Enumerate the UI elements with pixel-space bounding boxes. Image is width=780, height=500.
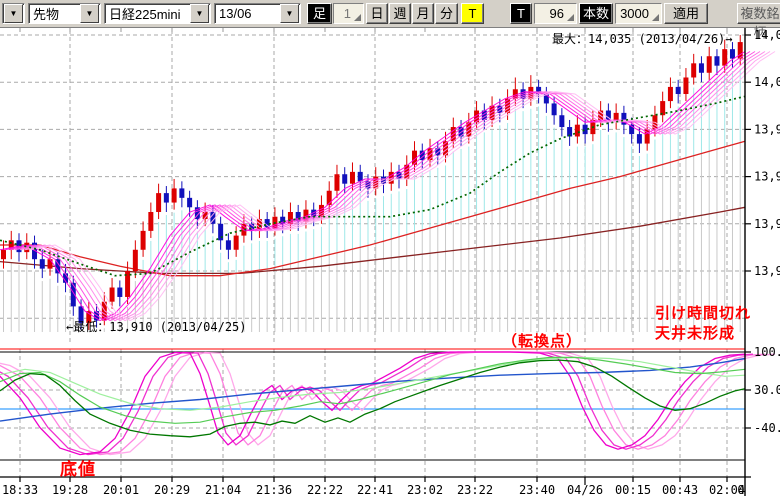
svg-text:02:04: 02:04 [709,483,745,497]
bottom-price-annotation: 底値 [60,460,96,479]
svg-text:0: 0 [737,483,744,497]
svg-text:20:29: 20:29 [154,483,190,497]
svg-text:18:33: 18:33 [2,483,38,497]
turning-point-annotation: （転換点） [502,333,583,350]
close-note-line2: 天井未形成 [655,325,736,342]
svg-text:23:22: 23:22 [457,483,493,497]
apply-button[interactable]: 適用 [664,3,708,24]
svg-text:30.00: 30.00 [754,383,780,397]
svg-text:13,955: 13,955 [754,217,780,231]
contract-month-value: 13/06 [219,6,252,21]
spinner-grip-icon[interactable] [567,13,574,21]
bar-count-spinner[interactable]: 3000 [615,3,662,24]
svg-text:00:43: 00:43 [662,483,698,497]
svg-text:21:36: 21:36 [256,483,292,497]
bar-count-label: 本数 [579,3,613,24]
svg-text:04/26: 04/26 [567,483,603,497]
min-price-annotation: ←最低：13,910 (2013/04/25) [66,320,247,334]
svg-text:22:22: 22:22 [307,483,343,497]
ashi-interval-spinner[interactable]: 1 [333,3,364,24]
chevron-down-icon[interactable]: ▼ [190,4,209,23]
period-day-button[interactable]: 日 [366,3,388,24]
tick-chart-button[interactable]: T [461,3,484,24]
toolbar: ▼ 先物 ▼ 日経225mini ▼ 13/06 ▼ 足 1 日 週 月 分 T… [0,0,780,40]
ashi-interval-value: 1 [343,6,351,21]
chevron-down-icon[interactable]: ▼ [80,4,99,23]
period-month-button[interactable]: 月 [412,3,434,24]
svg-text:13,995: 13,995 [754,122,780,136]
period-week-button[interactable]: 週 [389,3,411,24]
svg-text:21:04: 21:04 [205,483,241,497]
spinner-grip-icon[interactable] [354,13,361,21]
contract-month-combo[interactable]: 13/06 ▼ [214,3,301,24]
period-minute-button[interactable]: 分 [435,3,458,24]
svg-text:14,035: 14,035 [754,28,780,42]
instrument-type-combo[interactable]: 先物 ▼ [28,3,101,24]
tick-count-spinner[interactable]: 96 [534,3,577,24]
svg-text:22:41: 22:41 [357,483,393,497]
price-chart-canvas[interactable]: 14,035 14,015 13,995 13,975 13,955 13,935 100.… [0,28,780,500]
multi-symbol-button[interactable]: 複数銘柄 [737,3,780,40]
history-combo[interactable]: ▼ [2,3,25,24]
tick-count-value: 96 [549,6,564,21]
svg-text:00:15: 00:15 [615,483,651,497]
svg-text:14,015: 14,015 [754,75,780,89]
svg-text:100.00: 100.00 [754,345,780,359]
t-label: T [510,3,532,24]
ashi-label: 足 [307,3,332,24]
close-note-line1: 引け時間切れ [655,305,752,322]
bar-count-value: 3000 [620,6,649,21]
svg-text:13,975: 13,975 [754,170,780,184]
chevron-down-icon[interactable]: ▼ [4,4,23,23]
spinner-grip-icon[interactable] [652,13,659,21]
svg-text:13,935: 13,935 [754,264,780,278]
chevron-down-icon[interactable]: ▼ [280,4,299,23]
instrument-value: 日経225mini [109,7,181,22]
svg-text:20:01: 20:01 [103,483,139,497]
svg-text:19:28: 19:28 [52,483,88,497]
svg-text:-40.00: -40.00 [754,421,780,435]
svg-text:23:40: 23:40 [519,483,555,497]
svg-text:23:02: 23:02 [407,483,443,497]
instrument-combo[interactable]: 日経225mini ▼ [104,3,211,24]
max-price-annotation: 最大：14,035 (2013/04/26)→ [552,32,733,46]
instrument-type-value: 先物 [33,7,60,22]
